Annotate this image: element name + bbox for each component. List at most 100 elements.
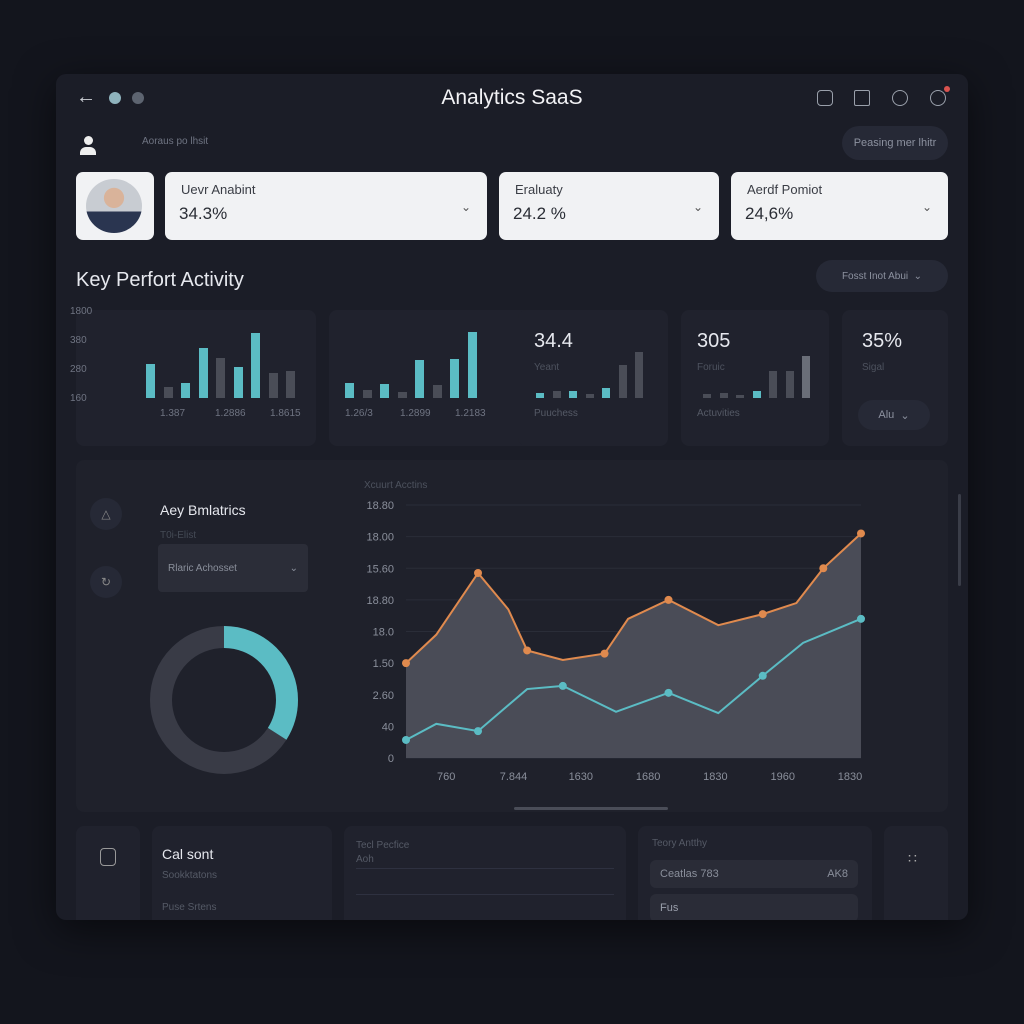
divider — [356, 868, 614, 869]
kpi-card[interactable]: Aerdf Pomiot 24,6% ⌄ — [731, 172, 948, 240]
kpi-label: Aerdf Pomiot — [747, 182, 823, 197]
x-tick-label: 760 — [437, 771, 455, 783]
x-tick-label: 1.387 — [160, 408, 186, 419]
x-tick-label: 1830 — [838, 771, 862, 783]
analytics-title: Aey Bmlatrics — [160, 502, 246, 518]
bar — [467, 331, 477, 398]
kpi-card[interactable]: Eraluaty 24.2 % ⌄ — [499, 172, 719, 240]
bar — [233, 366, 243, 398]
metric-value: 34.4 — [534, 330, 573, 352]
bar — [785, 371, 794, 398]
horizontal-scrollbar[interactable] — [514, 807, 668, 810]
data-point — [402, 735, 410, 744]
bar — [198, 347, 208, 398]
metric-label: Sigal — [862, 362, 885, 373]
metric-select[interactable]: Alu ⌄ — [858, 400, 930, 430]
bar — [736, 395, 744, 398]
bar — [181, 382, 190, 398]
data-point — [758, 610, 767, 619]
avatar — [86, 179, 142, 233]
user-icon[interactable] — [80, 136, 96, 156]
settings-icon[interactable] — [892, 90, 908, 106]
status-dot — [132, 92, 144, 104]
list-item[interactable]: Fus — [650, 894, 858, 920]
metric-footer: Puuchess — [534, 408, 578, 419]
x-tick-label: 7.844 — [500, 771, 528, 783]
section-filter[interactable]: Fosst Inot Abui ⌄ — [816, 260, 948, 292]
list-item[interactable]: Ceatlas 783 AK8 — [650, 860, 858, 888]
bar — [146, 363, 155, 398]
card-title: Tecl Pecfice — [356, 840, 410, 851]
metric-label: Foruic — [697, 362, 725, 373]
bar — [450, 359, 459, 398]
bar — [618, 365, 627, 398]
bar — [769, 371, 777, 398]
kpi-card[interactable]: Uevr Anabint 34.3% ⌄ — [165, 172, 487, 240]
metric-label: Yeant — [534, 362, 560, 373]
bottom-card: Teory Antthy Ceatlas 783 AK8 Fus — [638, 826, 872, 920]
series-line — [405, 617, 862, 741]
avatar-card[interactable] — [76, 172, 154, 240]
x-tick-label: 1.2899 — [400, 408, 431, 419]
bar — [380, 383, 389, 398]
wallet-icon[interactable] — [817, 90, 833, 106]
metric-footer: Actuvities — [697, 408, 740, 419]
metric-value: 305 — [697, 330, 731, 352]
refresh-icon[interactable]: ↻ — [90, 566, 122, 598]
chevron-down-icon[interactable]: ⌄ — [692, 200, 703, 214]
x-tick-label: 1.26/3 — [345, 408, 373, 419]
grid-icon[interactable] — [100, 848, 116, 866]
action-button[interactable]: Peasing mer lhitr — [842, 126, 948, 160]
donut-chart — [150, 626, 298, 774]
bar — [536, 392, 544, 398]
y-tick-label: 1.50 — [373, 658, 394, 670]
bar — [552, 390, 561, 398]
mini-chart-card: 35% Sigal Alu ⌄ — [842, 310, 948, 446]
section-title: Key Perfort Activity — [76, 269, 244, 291]
kpi-label: Uevr Anabint — [181, 182, 256, 197]
card-title: Cal sont — [162, 846, 214, 862]
data-point — [558, 681, 567, 690]
chevron-down-icon[interactable]: ⌄ — [921, 200, 932, 214]
x-tick-label: 1.2183 — [455, 408, 486, 419]
calendar-icon[interactable] — [854, 90, 870, 106]
data-point — [474, 727, 483, 736]
bar — [362, 390, 372, 398]
list-item-value: AK8 — [827, 868, 848, 880]
list-item-label: Fus — [660, 902, 679, 914]
analytics-panel: △ ↻ Aey Bmlatrics T0i-Elist Rlaric Achos… — [76, 460, 948, 812]
analytics-select[interactable]: Rlaric Achosset ⌄ — [158, 544, 308, 592]
x-tick-label: 1630 — [569, 771, 593, 783]
analytics-subtitle: T0i-Elist — [160, 530, 197, 541]
y-tick-label: 160 — [70, 393, 87, 404]
profile-subtitle: Aoraus po lhsit — [142, 136, 209, 147]
chevron-down-icon[interactable]: ⌄ — [460, 200, 471, 214]
y-tick-label: 0 — [388, 753, 394, 765]
card-subtitle: Aoh — [356, 854, 374, 865]
x-tick-label: 1.8615 — [270, 408, 301, 419]
app-title: Analytics SaaS — [441, 86, 583, 109]
list-item-label: Ceatlas 783 — [660, 868, 719, 880]
x-tick-label: 1830 — [703, 771, 727, 783]
donut-segment — [150, 626, 298, 774]
notification-icon[interactable] — [930, 86, 950, 106]
vertical-scrollbar[interactable] — [958, 494, 961, 586]
share-icon[interactable]: ∷ — [908, 850, 917, 866]
kpi-value: 34.3% — [179, 204, 228, 223]
y-tick-label: 280 — [70, 364, 87, 375]
divider — [356, 894, 614, 895]
y-tick-label: 15.60 — [366, 563, 394, 575]
mini-chart-card: 1.387 1.2886 1.8615 1800 380 280 160 — [70, 306, 316, 446]
bar — [397, 391, 407, 398]
bar — [415, 360, 424, 398]
kpi-value: 24.2 % — [513, 204, 566, 223]
bar — [251, 333, 260, 398]
bar — [635, 351, 643, 398]
bell-icon[interactable]: △ — [90, 498, 122, 530]
x-tick-label: 1680 — [636, 771, 660, 783]
card-subtitle: Sookktatons — [162, 870, 218, 881]
arrow-left-icon[interactable]: ← — [76, 86, 96, 108]
data-point — [402, 659, 410, 668]
x-tick-label: 1.2886 — [215, 408, 246, 419]
mini-chart-card: 34.4 Yeant Puuchess — [518, 310, 668, 446]
